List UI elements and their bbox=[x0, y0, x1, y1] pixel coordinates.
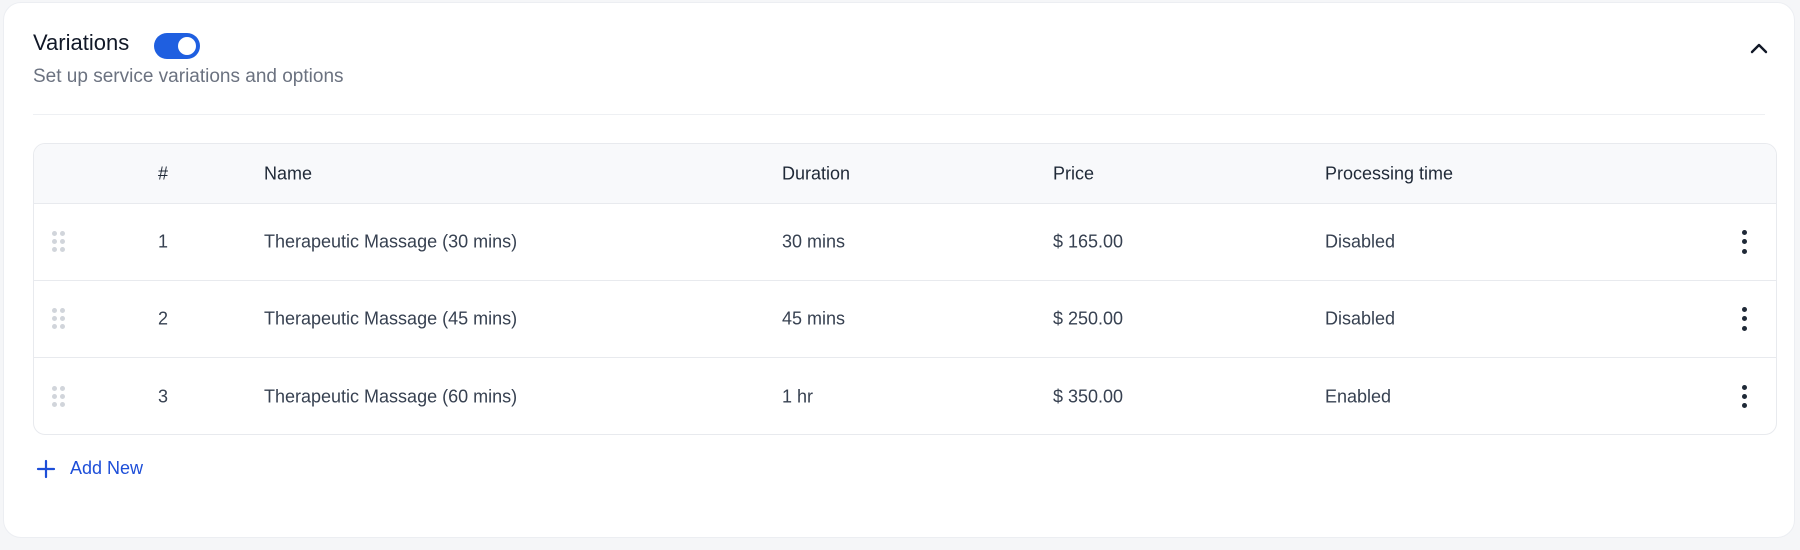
table-header: # Name Duration Price Processing time bbox=[34, 144, 1776, 204]
header-number: # bbox=[158, 163, 169, 183]
add-new-button[interactable]: Add New bbox=[36, 458, 143, 479]
row-name: Therapeutic Massage (30 mins) bbox=[264, 231, 518, 252]
row-price: $ 165.00 bbox=[1053, 231, 1124, 252]
header-name: Name bbox=[264, 163, 313, 183]
row-number: 1 bbox=[158, 231, 169, 252]
variations-card: Variations Set up service variations and… bbox=[3, 2, 1795, 538]
row-name: Therapeutic Massage (60 mins) bbox=[264, 386, 518, 406]
drag-handle-icon[interactable] bbox=[52, 231, 66, 253]
table-row[interactable]: 2 Therapeutic Massage (45 mins) 45 mins … bbox=[34, 281, 1776, 358]
row-name: Therapeutic Massage (45 mins) bbox=[264, 308, 518, 329]
section-subtitle: Set up service variations and options bbox=[33, 66, 344, 87]
add-new-label: Add New bbox=[70, 458, 144, 478]
row-price: $ 350.00 bbox=[1053, 386, 1124, 406]
row-processing: Disabled bbox=[1325, 308, 1396, 329]
row-number: 3 bbox=[158, 386, 169, 406]
header-processing-time: Processing time bbox=[1325, 163, 1454, 183]
row-processing: Enabled bbox=[1325, 386, 1392, 406]
divider bbox=[33, 114, 1765, 115]
more-options-icon[interactable] bbox=[1734, 228, 1754, 256]
section-title: Variations bbox=[33, 30, 130, 55]
drag-handle-icon[interactable] bbox=[52, 385, 66, 408]
row-duration: 30 mins bbox=[782, 231, 846, 252]
row-duration: 45 mins bbox=[782, 308, 846, 329]
plus-icon bbox=[36, 459, 56, 478]
variations-toggle[interactable] bbox=[154, 33, 200, 59]
table-row[interactable]: 3 Therapeutic Massage (60 mins) 1 hr $ 3… bbox=[34, 358, 1776, 434]
table-row[interactable]: 1 Therapeutic Massage (30 mins) 30 mins … bbox=[34, 204, 1776, 281]
row-number: 2 bbox=[158, 308, 169, 329]
row-price: $ 250.00 bbox=[1053, 308, 1124, 329]
more-options-icon[interactable] bbox=[1734, 305, 1754, 333]
row-processing: Disabled bbox=[1325, 231, 1396, 252]
drag-handle-icon[interactable] bbox=[52, 308, 66, 330]
header-duration: Duration bbox=[782, 163, 851, 183]
row-duration: 1 hr bbox=[782, 386, 814, 406]
chevron-up-icon[interactable] bbox=[1744, 33, 1774, 63]
more-options-icon[interactable] bbox=[1734, 383, 1754, 411]
header-price: Price bbox=[1053, 163, 1095, 183]
variations-table: # Name Duration Price Processing time 1 … bbox=[33, 143, 1777, 435]
